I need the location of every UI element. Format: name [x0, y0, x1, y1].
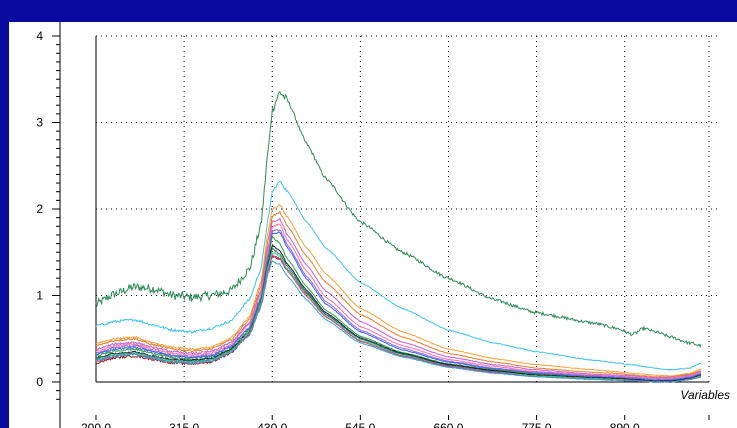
series-line-14 [95, 260, 702, 383]
series-lines [95, 90, 702, 383]
x-tick-label-3: 545.0 [345, 421, 375, 428]
series-line-10 [95, 243, 702, 382]
x-tick-label-6: 890.0 [610, 421, 640, 428]
y-tick-label-2: 2 [36, 202, 43, 216]
series-line-8 [95, 236, 701, 382]
x-axis-label: Variables [680, 388, 730, 402]
series-line-4 [96, 217, 701, 379]
x-tick-label-1: 315.0 [169, 421, 199, 428]
x-tick-label-5: 775.0 [522, 421, 552, 428]
y-tick-label-1: 1 [36, 289, 43, 303]
y-tick-label-4: 4 [36, 29, 43, 43]
spectra-line-chart: 0 1 2 3 4 200.0 315.0 430.0 545.0 660.0 775.0 890.… [36, 22, 730, 428]
series-line-5 [95, 223, 702, 380]
x-tick-label-2: 430.0 [257, 421, 287, 428]
axes [59, 22, 709, 428]
y-tick-label-0: 0 [36, 375, 43, 389]
grid-lines [96, 35, 717, 382]
series-line-3 [95, 210, 702, 378]
series-line-0 [95, 90, 702, 348]
series-line-7 [95, 231, 702, 382]
chart-panel: 0 1 2 3 4 200.0 315.0 430.0 545.0 660.0 775.0 890.… [9, 22, 737, 428]
series-line-1 [95, 180, 702, 371]
y-tick-label-3: 3 [36, 116, 43, 130]
series-line-12 [95, 251, 702, 383]
x-tick-label-4: 660.0 [433, 421, 463, 428]
x-tick-label-0: 200.0 [81, 421, 111, 428]
y-axis-ticks: 0 1 2 3 4 [36, 29, 60, 400]
x-axis-ticks: 200.0 315.0 430.0 545.0 660.0 775.0 890.0 [81, 415, 710, 428]
